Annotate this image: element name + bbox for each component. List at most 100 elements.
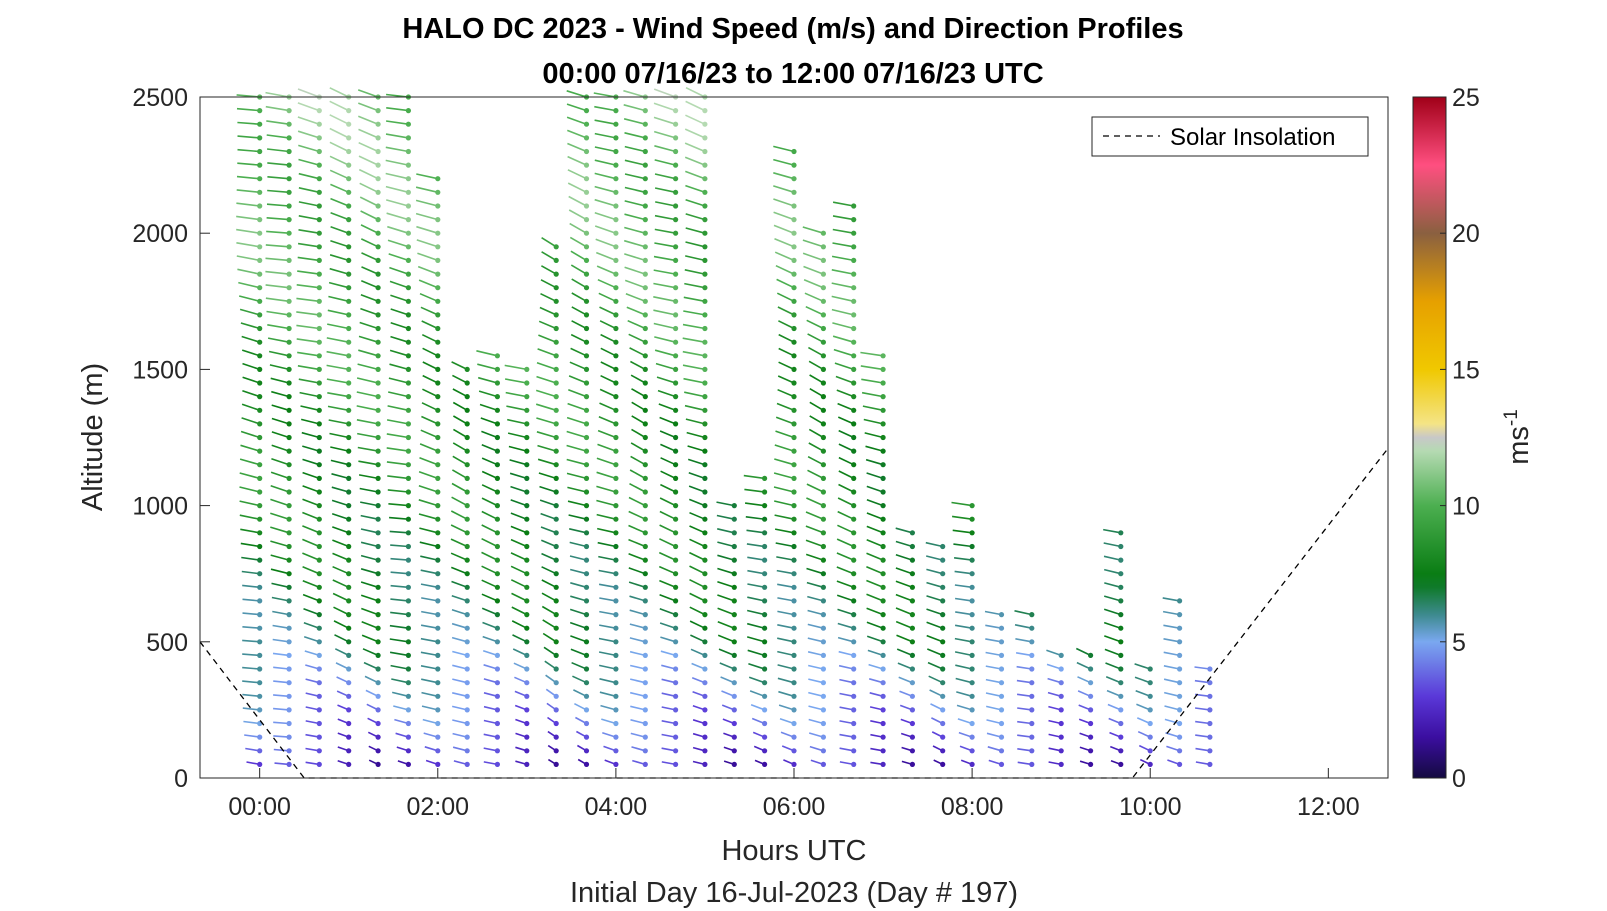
wind-barb-dot [613,189,619,195]
wind-barb [569,621,587,629]
wind-barb-dot [286,584,292,590]
wind-barb [360,594,379,602]
wind-barb [331,473,349,480]
wind-barb [807,333,824,343]
wind-barb-dot [673,312,679,318]
wind-barb-dot [880,421,886,427]
wind-barb-dot [1029,639,1035,645]
wind-barb-dot [375,108,381,114]
wind-barb [297,256,320,262]
wind-barb-dot [851,598,857,604]
wind-barb [654,242,676,248]
wind-barb [717,528,735,534]
wind-barb-dot [524,625,530,631]
wind-barb-dot [375,639,381,645]
wind-barb-dot [375,394,381,400]
y-tick-label: 1000 [132,493,188,521]
wind-barb-dot [791,203,797,209]
wind-barb-dot [969,530,975,536]
wind-barb-dot [702,680,708,686]
wind-barb [361,634,379,643]
wind-barb-dot [613,298,619,304]
wind-barb-dot [553,407,559,413]
wind-barb [836,566,854,575]
wind-barb-dot [613,761,619,768]
wind-barb-dot [969,748,975,754]
wind-barb [895,527,913,534]
wind-barb-dot [375,571,381,577]
wind-barb-dot [464,557,470,563]
wind-barb-dot [1177,598,1183,604]
wind-barb-dot [257,312,263,318]
wind-barb-dot [851,693,857,699]
wind-barb-dot [791,176,797,182]
wind-barb-dot [435,421,441,427]
wind-barb-dot [346,557,352,563]
wind-barb [421,333,439,343]
wind-barb-dot [583,530,590,536]
wind-barb-dot [494,353,500,359]
wind-barb-dot [673,271,679,277]
wind-barb-dot [969,503,975,509]
wind-barb [481,457,498,466]
wind-barb-dot [642,312,648,318]
wind-barb [540,539,557,548]
wind-barb-dot [553,462,559,468]
wind-barb-dot [553,543,559,550]
wind-barb-dot [346,680,352,686]
wind-barb [566,103,587,112]
wind-barb-dot [1088,720,1094,727]
wind-barb-dot [1118,584,1124,590]
wind-barb-dot [642,503,648,509]
wind-barb [653,309,676,316]
y-axis-label: Altitude (m) [77,363,109,511]
wind-barb-dot [286,339,292,345]
wind-barb [685,227,706,234]
wind-barb-dot [583,421,590,427]
wind-barb [420,637,438,643]
wind-barb [659,622,676,629]
wind-barb-dot [820,557,827,563]
profile-column [296,88,322,768]
wind-barb [385,120,409,125]
wind-barb-dot [820,652,827,659]
wind-barb-dot [880,489,886,495]
wind-barb [241,556,260,561]
wind-barb-dot [286,353,292,359]
wind-barb-dot [405,434,411,441]
wind-barb-dot [613,448,619,454]
wind-barb-dot [583,584,590,590]
wind-barb-dot [613,462,619,468]
wind-barb [482,621,498,629]
wind-barb-dot [316,121,322,127]
wind-barb-dot [257,652,263,659]
wind-barb [809,388,824,398]
wind-barb-dot [673,325,679,332]
wind-barb [654,214,676,221]
wind-barb [356,377,379,384]
wind-barb-dot [880,639,886,645]
wind-barb-dot [405,285,411,291]
wind-barb-dot [1177,652,1183,659]
wind-barb [329,114,350,125]
wind-barb-dot [702,543,708,550]
wind-barb-dot [286,380,292,386]
wind-barb-dot [464,734,470,740]
wind-barb-dot [405,639,411,645]
wind-barb-dot [613,707,619,713]
wind-barb [1046,649,1062,657]
wind-barb [298,215,320,221]
wind-barb-dot [673,612,679,618]
wind-barb [831,295,854,303]
wind-barb-dot [673,257,679,263]
wind-barb-dot [642,366,648,372]
colorbar-tick-label: 0 [1452,765,1466,793]
wind-barb [416,239,439,248]
wind-barb-dot [405,503,411,509]
wind-barb-dot [257,571,263,577]
wind-barb-dot [673,666,679,672]
wind-barb [599,678,617,684]
wind-barb [659,430,676,439]
wind-barb-dot [316,625,322,631]
